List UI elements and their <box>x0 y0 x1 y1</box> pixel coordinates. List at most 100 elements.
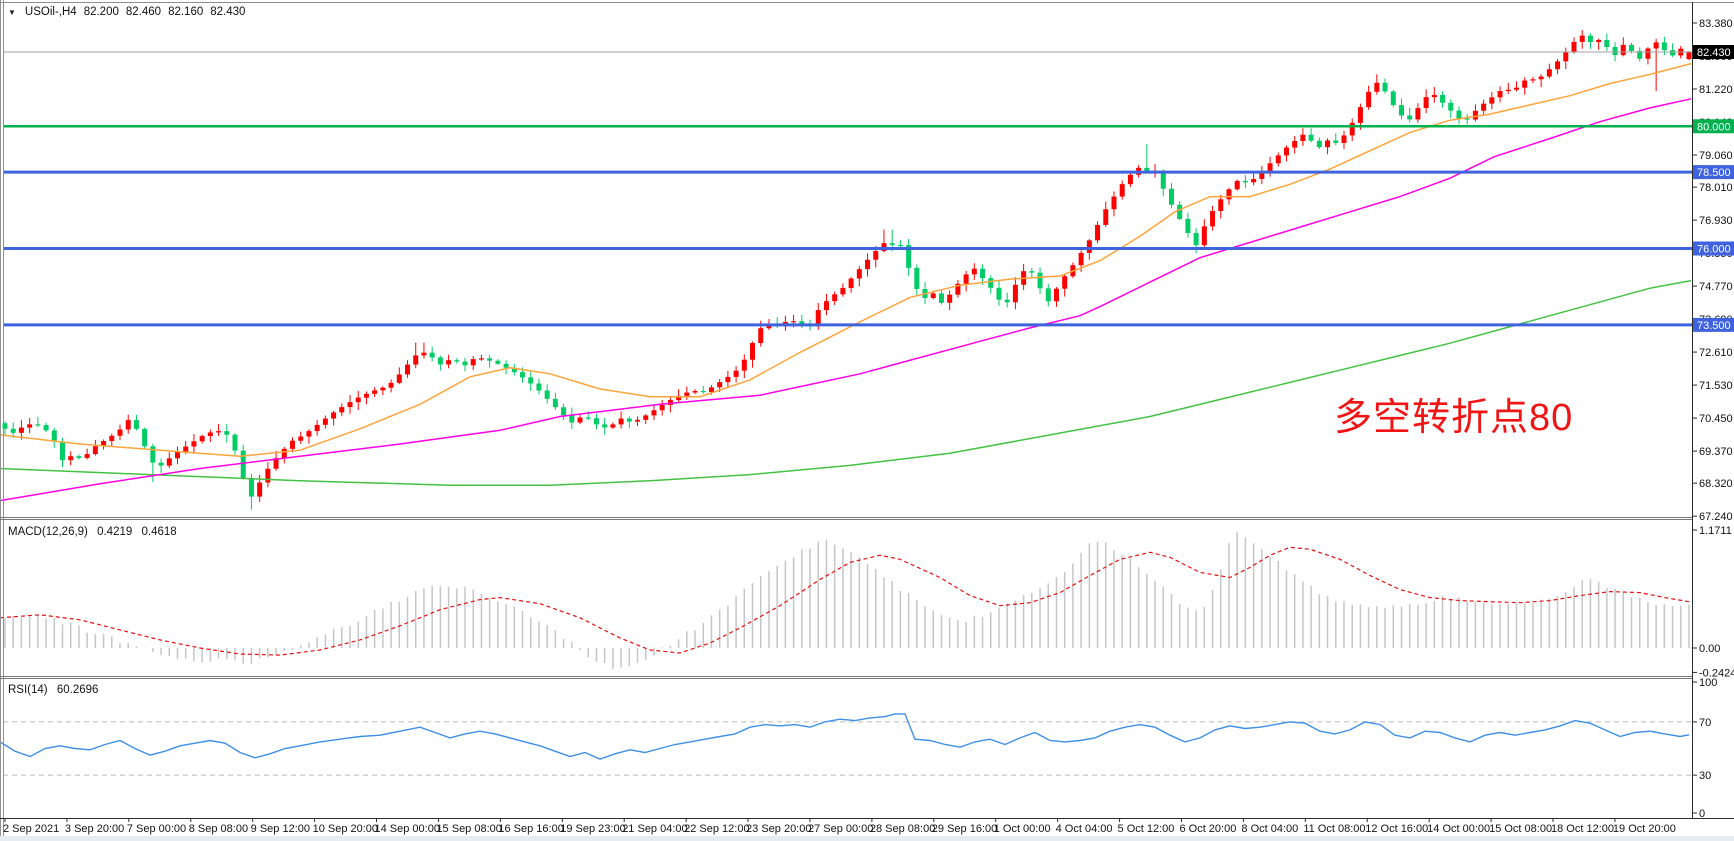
candlestick <box>1464 118 1470 120</box>
candlestick <box>684 392 690 396</box>
price-level-tag <box>1693 165 1734 180</box>
candlestick <box>758 328 764 344</box>
candlestick <box>60 441 66 461</box>
candlestick <box>306 431 312 437</box>
time-label: 14 Sep 00:00 <box>374 823 440 835</box>
time-label: 27 Sep 00:00 <box>807 823 874 835</box>
candlestick <box>1201 226 1207 246</box>
time-label: 21 Sep 04:00 <box>622 823 688 835</box>
candlestick <box>799 321 805 326</box>
candlestick <box>150 446 156 463</box>
candlestick <box>766 325 772 329</box>
candlestick <box>1325 140 1331 148</box>
candlestick <box>733 370 739 377</box>
price-tick-label: 72.610 <box>1699 347 1733 359</box>
candlestick <box>133 420 139 429</box>
candlestick <box>717 382 723 388</box>
price-tick-label: 68.320 <box>1699 478 1733 490</box>
price-level-tag <box>1693 119 1734 134</box>
candlestick <box>1481 103 1487 111</box>
rsi-value: 60.2696 <box>56 684 99 696</box>
time-label: 15 Oct 08:00 <box>1489 823 1553 835</box>
macd-signal-line <box>0 546 1690 656</box>
candlestick <box>413 355 419 365</box>
candlestick <box>700 390 706 393</box>
price-tick-label: 70.450 <box>1699 413 1733 425</box>
candlestick <box>51 430 57 442</box>
price-tick-label: 76.930 <box>1699 215 1733 227</box>
price-tick-label: 78.010 <box>1699 182 1733 194</box>
candlestick <box>68 456 74 461</box>
candlestick <box>1316 140 1322 148</box>
candlestick <box>971 268 977 275</box>
price-tick-label: 71.530 <box>1699 380 1733 392</box>
candlestick <box>1275 155 1281 164</box>
candlestick <box>602 424 608 428</box>
candlestick <box>791 321 797 323</box>
ohlc-low: 82.160 <box>168 6 204 18</box>
time-label: 8 Sep 08:00 <box>188 823 249 835</box>
candlestick <box>76 456 82 458</box>
candlestick <box>339 407 345 413</box>
candlestick <box>1045 288 1051 302</box>
time-label: 16 Sep 16:00 <box>498 823 564 835</box>
candlestick <box>1670 50 1676 56</box>
candlestick <box>10 428 16 433</box>
status-strip <box>0 836 1734 841</box>
symbol-dropdown-icon[interactable]: ▼ <box>8 7 16 17</box>
candlestick <box>1398 105 1404 116</box>
candlestick <box>1571 41 1577 53</box>
time-label: 23 Sep 20:00 <box>746 823 812 835</box>
candlestick <box>1259 171 1265 179</box>
candlestick <box>1078 252 1084 266</box>
candlestick <box>248 478 254 497</box>
candlestick <box>1242 180 1248 183</box>
candlestick <box>1177 204 1183 219</box>
time-label: 11 Oct 08:00 <box>1303 823 1366 835</box>
candlestick <box>725 376 731 383</box>
candlestick <box>1661 42 1667 51</box>
candlestick <box>1587 35 1593 42</box>
candlestick <box>930 293 936 298</box>
candlestick <box>380 387 386 391</box>
candlestick <box>585 417 591 419</box>
candlestick <box>889 243 895 245</box>
candlestick <box>1029 271 1035 273</box>
candlestick <box>1062 276 1068 289</box>
candlestick <box>1349 122 1355 136</box>
candlestick <box>1555 61 1561 70</box>
candlestick <box>101 441 107 447</box>
candlestick <box>1686 52 1692 60</box>
candlestick <box>1530 79 1536 81</box>
candlestick <box>1103 209 1109 225</box>
candlestick <box>865 259 871 270</box>
candlestick <box>1053 288 1059 302</box>
candlestick <box>1095 224 1101 241</box>
candlestick <box>421 352 427 356</box>
price-level-tag-label: 78.500 <box>1697 167 1731 179</box>
candlestick <box>1300 134 1306 142</box>
candlestick <box>708 387 714 393</box>
candlestick <box>651 410 657 416</box>
candlestick <box>1620 44 1626 56</box>
candlestick <box>1645 48 1651 59</box>
time-label: 3 Sep 20:00 <box>64 823 125 835</box>
candlestick <box>388 382 394 388</box>
macd-value-main: 0.4219 <box>97 526 133 538</box>
candlestick <box>1579 35 1585 42</box>
candlestick <box>1637 50 1643 59</box>
price-level-tag-label: 80.000 <box>1697 121 1731 133</box>
candlestick <box>840 287 846 295</box>
price-tick-label: 81.220 <box>1699 84 1733 96</box>
candlestick <box>1341 135 1347 143</box>
price-level-tag <box>1693 317 1734 332</box>
candlestick <box>1127 174 1133 185</box>
candlestick <box>257 482 263 497</box>
candlestick <box>224 431 230 435</box>
time-axis: 2 Sep 2021 3 Sep 20:00 7 Sep 00:00 8 Sep 08… <box>0 819 1734 836</box>
candlestick <box>750 343 756 360</box>
candlestick <box>1185 218 1191 234</box>
candlestick <box>199 436 205 442</box>
candlestick <box>462 361 468 366</box>
